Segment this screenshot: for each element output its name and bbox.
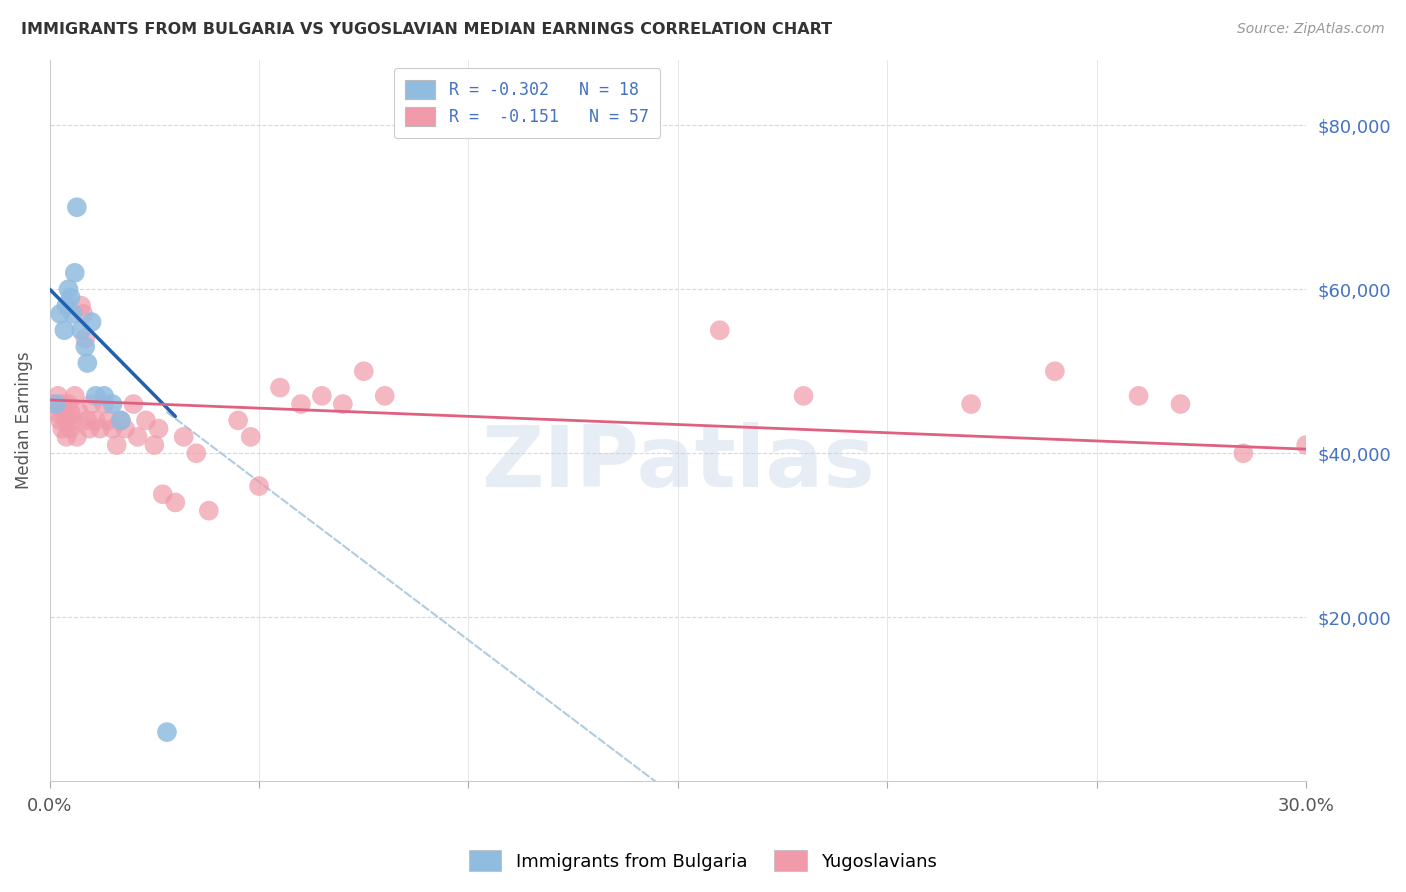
Point [63, 266, 86, 280]
Point [1295, 438, 1317, 452]
Point [186, 446, 208, 460]
Text: IMMIGRANTS FROM BULGARIA VS YUGOSLAVIAN MEDIAN EARNINGS CORRELATION CHART: IMMIGRANTS FROM BULGARIA VS YUGOSLAVIAN … [21, 22, 832, 37]
Point [66, 200, 89, 214]
Point [59, 422, 82, 436]
Point [332, 397, 354, 411]
Point [45, 405, 67, 419]
Point [45, 397, 67, 411]
Point [84, 413, 107, 427]
Text: Source: ZipAtlas.com: Source: ZipAtlas.com [1237, 22, 1385, 37]
Text: ZIPatlas: ZIPatlas [481, 422, 875, 505]
Point [93, 389, 115, 403]
Point [135, 413, 157, 427]
Point [67, 405, 90, 419]
Point [239, 430, 262, 444]
Point [1232, 446, 1254, 460]
Point [709, 323, 731, 337]
Point [66, 430, 89, 444]
Point [1043, 364, 1066, 378]
Point [152, 487, 174, 501]
Point [46, 389, 69, 403]
Point [55, 299, 77, 313]
Point [76, 356, 98, 370]
Point [143, 438, 166, 452]
Point [110, 413, 132, 427]
Point [165, 495, 187, 509]
Point [89, 422, 111, 436]
Point [122, 397, 145, 411]
Point [247, 479, 270, 493]
Point [51, 397, 73, 411]
Legend: R = -0.302   N = 18, R =  -0.151   N = 57: R = -0.302 N = 18, R = -0.151 N = 57 [394, 68, 661, 138]
Point [97, 413, 120, 427]
Point [55, 430, 77, 444]
Point [793, 389, 815, 403]
Point [76, 413, 98, 427]
Point [51, 422, 73, 436]
Point [49, 413, 72, 427]
Point [58, 282, 80, 296]
Point [70, 299, 93, 313]
Y-axis label: Median Earnings: Median Earnings [15, 351, 32, 489]
Point [72, 307, 94, 321]
Point [63, 389, 86, 403]
Legend: Immigrants from Bulgaria, Yugoslavians: Immigrants from Bulgaria, Yugoslavians [461, 843, 945, 879]
Point [62, 307, 84, 321]
Point [42, 397, 65, 411]
Point [75, 331, 97, 345]
Point [198, 503, 221, 517]
Point [269, 381, 291, 395]
Point [80, 315, 103, 329]
Point [101, 422, 124, 436]
Point [1170, 397, 1192, 411]
Point [105, 438, 128, 452]
Point [55, 413, 77, 427]
Point [79, 422, 101, 436]
Point [114, 422, 136, 436]
Point [62, 413, 84, 427]
Point [1128, 389, 1150, 403]
Point [311, 389, 333, 403]
Point [127, 430, 149, 444]
Point [84, 389, 107, 403]
Point [59, 405, 82, 419]
Point [80, 397, 103, 411]
Point [58, 397, 80, 411]
Point [353, 364, 375, 378]
Point [374, 389, 396, 403]
Point [960, 397, 983, 411]
Point [173, 430, 195, 444]
Point [110, 413, 132, 427]
Point [49, 307, 72, 321]
Point [59, 290, 82, 304]
Point [70, 323, 93, 337]
Point [53, 323, 76, 337]
Point [156, 725, 179, 739]
Point [290, 397, 312, 411]
Point [101, 397, 124, 411]
Point [93, 397, 115, 411]
Point [53, 405, 76, 419]
Point [75, 340, 97, 354]
Point [148, 422, 170, 436]
Point [226, 413, 249, 427]
